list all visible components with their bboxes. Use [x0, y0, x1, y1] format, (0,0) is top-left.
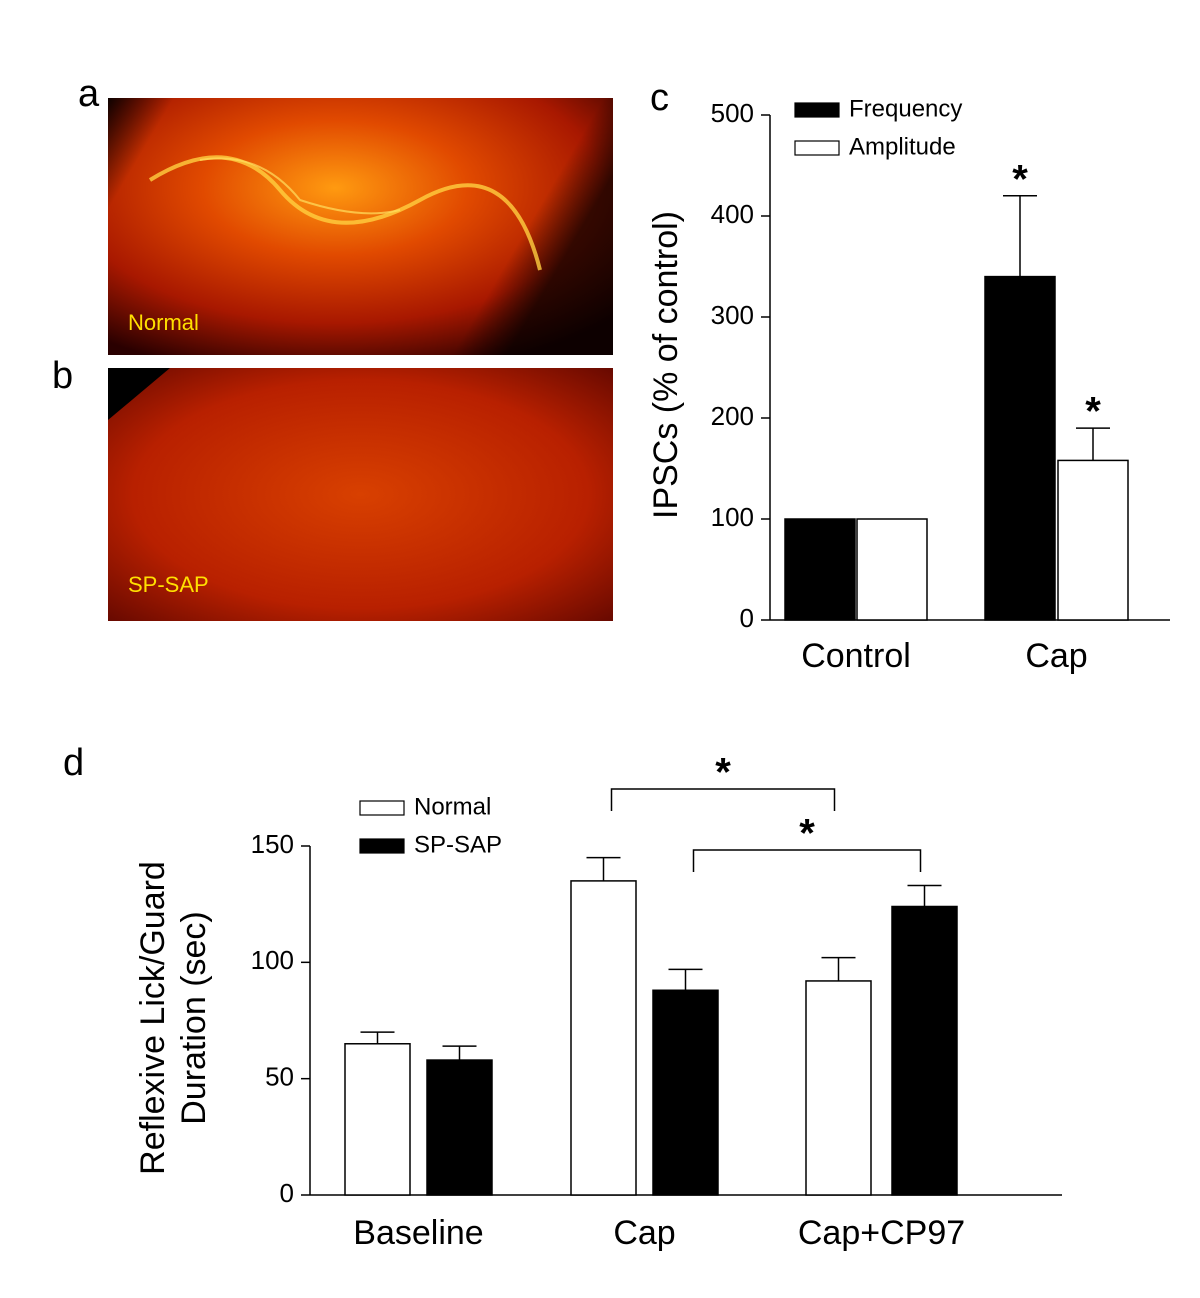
- bar: [891, 905, 958, 1196]
- y-tick-label: 0: [740, 603, 754, 633]
- panel-label: c: [650, 77, 669, 119]
- y-tick-label: 150: [251, 829, 294, 859]
- y-axis-label: Reflexive Lick/Guard: [134, 861, 172, 1175]
- panel-label: b: [52, 355, 73, 397]
- y-tick-label: 100: [711, 502, 754, 532]
- bar: [570, 880, 637, 1196]
- x-tick-label: Baseline: [353, 1214, 483, 1252]
- bar: [1057, 459, 1129, 621]
- significance-star: *: [715, 751, 731, 795]
- legend-label: Frequency: [849, 95, 962, 122]
- bar: [426, 1059, 493, 1196]
- y-tick-label: 0: [280, 1178, 294, 1208]
- legend-swatch: [359, 838, 405, 854]
- y-axis-label: IPSCs (% of control): [647, 211, 685, 519]
- micrograph: [108, 368, 613, 621]
- micrograph-corner: [108, 368, 170, 420]
- bar: [784, 518, 856, 621]
- micrograph-shade: [108, 98, 613, 355]
- panel-label: d: [63, 742, 84, 784]
- y-tick-label: 50: [265, 1062, 294, 1092]
- x-tick-label: Cap+CP97: [798, 1214, 965, 1252]
- y-tick-label: 400: [711, 199, 754, 229]
- significance-bracket: [692, 849, 922, 872]
- significance-bracket: [610, 788, 836, 811]
- image-caption: SP-SAP: [128, 572, 209, 597]
- legend-label: SP-SAP: [414, 831, 502, 858]
- y-axis-label: Duration (sec): [175, 911, 213, 1125]
- bar: [856, 518, 928, 621]
- y-tick-label: 300: [711, 300, 754, 330]
- bar: [805, 980, 872, 1196]
- panel-label: a: [78, 73, 100, 115]
- legend-label: Normal: [414, 793, 491, 820]
- bar: [984, 275, 1056, 621]
- legend-swatch: [359, 800, 405, 816]
- y-tick-label: 500: [711, 98, 754, 128]
- legend-swatch: [794, 140, 840, 156]
- significance-star: *: [799, 812, 815, 856]
- significance-star: *: [1012, 157, 1028, 201]
- x-tick-label: Cap: [1025, 637, 1087, 675]
- x-tick-label: Cap: [613, 1214, 675, 1252]
- y-tick-label: 100: [251, 945, 294, 975]
- significance-star: *: [1085, 390, 1101, 434]
- bar: [652, 989, 719, 1196]
- legend-label: Amplitude: [849, 133, 956, 160]
- y-tick-label: 200: [711, 401, 754, 431]
- x-tick-label: Control: [801, 637, 911, 675]
- legend-swatch: [794, 102, 840, 118]
- bar: [344, 1043, 411, 1196]
- image-caption: Normal: [128, 310, 199, 335]
- fiber: [199, 157, 401, 215]
